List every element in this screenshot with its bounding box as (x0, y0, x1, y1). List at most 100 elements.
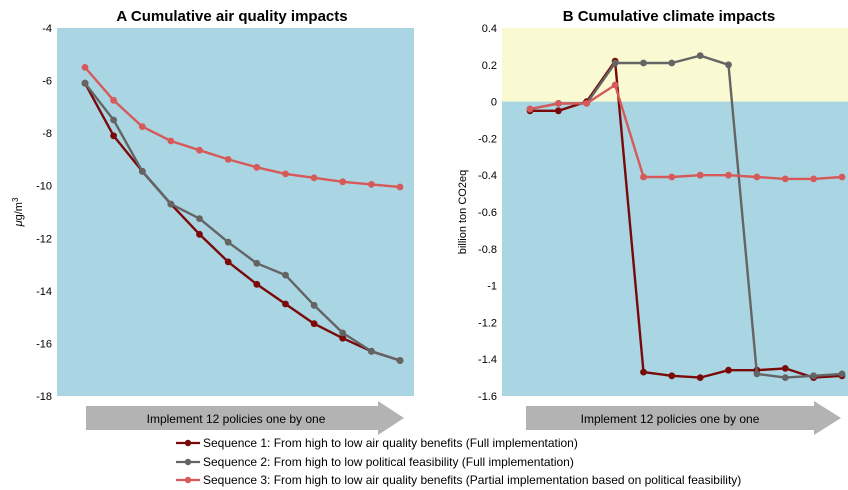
panel-b-title: Cumulative climate impacts (578, 8, 776, 25)
panel-b-y-tick-label: 0.4 (482, 23, 497, 35)
panel-b-y-tick-label: -0.4 (478, 170, 497, 182)
panel-b-series-1-point (725, 366, 732, 374)
panel-a-x-arrow: Implement 12 policies one by one (86, 401, 404, 435)
svg-text:A Cumulative air quality impac: A Cumulative air quality impacts (116, 8, 347, 25)
panel-a-series-3-line (84, 66, 401, 189)
panel-b-series-1-point (668, 372, 676, 380)
panel-a-series-1-line (83, 82, 401, 362)
panel-a-series (81, 64, 404, 364)
panel-a-series-1-point (253, 280, 261, 288)
panel-b-y-tick-label: 0.2 (482, 60, 497, 72)
legend: Sequence 1: From high to low air quality… (176, 436, 741, 487)
panel-a-series-2-point (196, 215, 203, 223)
panel-a-series-2-point (110, 116, 117, 124)
legend-marker (184, 476, 192, 484)
panel-a-series-2-point (310, 301, 318, 309)
panel-b-series-3-point (640, 173, 647, 181)
panel-b-series-1-point (696, 374, 704, 381)
panel-a-series-3-point (396, 183, 404, 191)
panel-b-series-2-point (810, 372, 817, 380)
panel-a-plot-background (57, 28, 414, 396)
panel-b-series-3-point (838, 173, 846, 181)
panel-a-series-1-point (224, 258, 232, 266)
panel-b-x-arrow: Implement 12 policies one by one (526, 401, 841, 435)
legend-item-sequence-3: Sequence 3: From high to low air quality… (176, 473, 741, 487)
panel-b-series-1-point (555, 107, 562, 115)
panel-a-series-2-point (253, 259, 261, 267)
legend-label: Sequence 1: From high to low air quality… (203, 436, 578, 450)
panel-b-y-tick-label: -0.8 (478, 244, 497, 256)
panel-a-series-2-point (339, 329, 347, 337)
panel-a-series-3-point (339, 178, 347, 186)
panel-b-series-3-point (725, 171, 732, 179)
panel-b-positive-band (502, 28, 848, 102)
panel-a-y-tick-label: -8 (42, 128, 52, 140)
panel-b-series-1-point (640, 368, 647, 376)
panel-b-series-3-point (696, 171, 704, 179)
panel-a-series-2-point (396, 357, 404, 364)
panel-b-series-1-point (781, 365, 789, 372)
panel-a-series-3-point (138, 123, 146, 130)
legend-label: Sequence 2: From high to low political f… (203, 455, 574, 469)
panel-b: B Cumulative climate impacts 0.4 0.2 0 -0.2… (457, 8, 848, 435)
panel-a-y-tick-label: -12 (36, 233, 52, 245)
panel-a-series-2-point (138, 167, 146, 175)
panel-b-series-3-point (753, 173, 761, 181)
panel-b-series-3-point (668, 173, 676, 181)
panel-a-y-tick-label: -4 (42, 23, 52, 35)
panel-b-series-3-point (611, 81, 619, 89)
panel-b-arrow-shape (526, 401, 841, 435)
legend-marker (184, 458, 192, 466)
panel-a-letter: A (116, 8, 130, 25)
panel-b-y-tick-label: -1.4 (478, 354, 497, 366)
panel-a-y-tick-label: -10 (36, 181, 52, 193)
svg-text:B Cumulative climate impacts: B Cumulative climate impacts (563, 8, 776, 25)
panel-b-series-2-point (640, 59, 647, 67)
panel-a-arrow-label: Implement 12 policies one by one (147, 412, 326, 426)
panel-b-series-3-point (555, 100, 562, 107)
panel-b-series-2-point (611, 59, 619, 67)
panel-b-letter: B (563, 8, 578, 25)
panel-b-y-tick-label: -0.6 (478, 207, 497, 219)
panel-b-series-2-point (696, 52, 704, 59)
legend-item-sequence-2: Sequence 2: From high to low political f… (176, 455, 574, 469)
panel-b-y-tick-label: -1 (487, 281, 497, 293)
panel-a-arrow-shape (86, 401, 404, 435)
panel-a-y-ticks: -4 -6 -8 -10 -12 -14 -16 -18 (36, 23, 52, 403)
panel-b-series-2-point (753, 370, 761, 378)
panel-b-y-ticks: 0.4 0.2 0 -0.2 -0.4 -0.6 -0.8 -1 -1.2 -1.4 -1.6 (478, 23, 497, 403)
panel-a-y-tick-label: -16 (36, 338, 52, 350)
panel-a-series-2-point (81, 79, 89, 87)
legend-item-sequence-1: Sequence 1: From high to low air quality… (176, 436, 578, 450)
panel-a-y-tick-label: -14 (36, 286, 52, 298)
panel-b-series-2-point (668, 59, 676, 67)
panel-b-y-tick-label: 0 (491, 97, 497, 109)
panel-a-y-axis-label: μg/m3 (11, 197, 25, 227)
panel-b-series-3-point (781, 175, 789, 183)
panel-a-series-1-point (339, 334, 347, 342)
panel-b-series (526, 52, 846, 381)
panel-a-series-2-line (84, 82, 401, 362)
panel-a-series-3-point (81, 64, 89, 71)
panel-a-series-3-point (167, 137, 175, 145)
panel-a-title: Cumulative air quality impacts (131, 8, 348, 25)
panel-a-series-3-point (253, 163, 261, 171)
panel-b-series-2-point (838, 370, 846, 378)
panel-a-series-1-point (110, 132, 117, 140)
legend-marker (184, 439, 192, 447)
panel-a-series-1-point (282, 300, 289, 308)
panel-b-series-2-point (781, 374, 789, 381)
panel-b-y-tick-label: -0.2 (478, 133, 497, 145)
panel-b-series-3-line (529, 83, 843, 181)
panel-a: A Cumulative air quality impacts -4-6-8-… (11, 8, 414, 435)
panel-b-y-axis-label: billion ton CO2eq (457, 170, 469, 254)
panel-b-series-3-point (526, 105, 534, 113)
panel-a-series-2-point (368, 347, 375, 355)
panel-a-series-3-point (310, 174, 318, 182)
panel-a-series-3-point (368, 181, 375, 188)
panel-a-series-3-point (196, 146, 203, 154)
legend-label: Sequence 3: From high to low air quality… (203, 473, 741, 487)
panel-b-series-3-point (583, 100, 591, 107)
panel-a-series-2-point (282, 271, 289, 279)
